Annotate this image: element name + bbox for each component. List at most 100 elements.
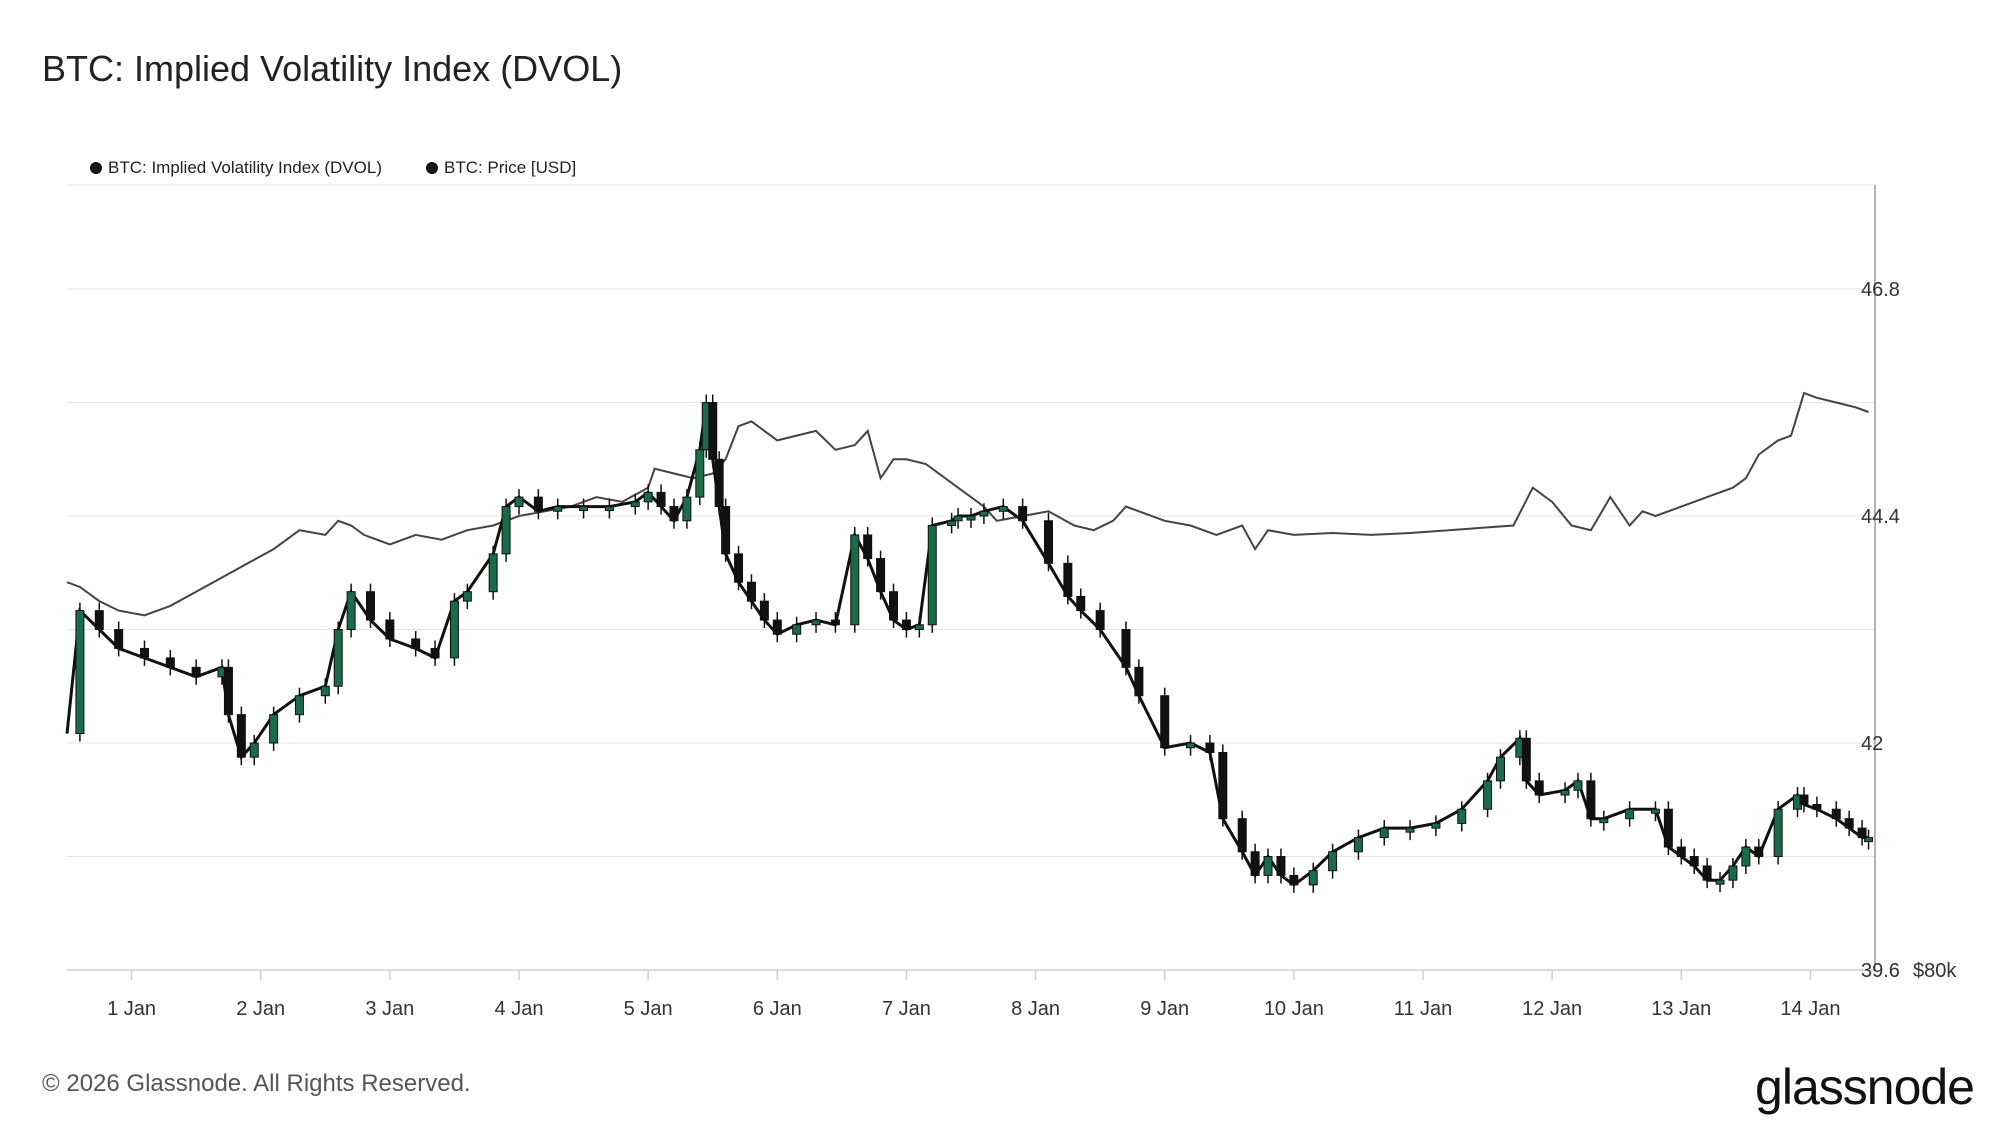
series-line-dvol — [66, 391, 1869, 617]
candle-body — [1625, 808, 1635, 820]
candle-body — [830, 619, 840, 626]
x-tick-label: 5 Jan — [624, 998, 673, 1020]
y-tick-label: 44.4 — [1861, 506, 1900, 528]
candle-body — [1728, 865, 1738, 881]
candle-body — [1379, 827, 1389, 839]
candle-body — [759, 600, 769, 621]
x-tick-label: 11 Jan — [1394, 998, 1453, 1020]
legend-dot-icon — [425, 162, 438, 174]
candle-body — [1063, 562, 1073, 597]
legend-item-price[interactable]: BTC: Price [USD] — [425, 158, 577, 178]
candle-body — [1844, 818, 1854, 829]
candle-body — [1560, 789, 1570, 796]
x-tick-label: 9 Jan — [1140, 998, 1189, 1020]
candle-body — [914, 624, 924, 631]
y-tick-label: 42 — [1861, 733, 1883, 755]
candle-body — [656, 491, 666, 508]
candle-body — [792, 624, 802, 635]
candle-body — [1095, 610, 1105, 631]
candle-body — [1134, 666, 1144, 697]
candle-body — [320, 685, 330, 697]
legend-label: BTC: Price [USD] — [443, 158, 577, 177]
candle-body — [1289, 874, 1299, 886]
candle-body — [1676, 846, 1686, 858]
candle-body — [1431, 822, 1441, 829]
candle-body — [734, 553, 744, 583]
candle-body — [1121, 629, 1131, 668]
candle-body — [889, 591, 899, 621]
candle-body — [630, 501, 640, 508]
x-tick-label: 14 Jan — [1780, 998, 1840, 1020]
candle-body — [682, 496, 692, 522]
candle-body — [462, 591, 472, 602]
brand-logo: glassnode — [1755, 1059, 1975, 1115]
candle-body — [1857, 827, 1867, 839]
y2-tick-label: $80k — [1913, 960, 1957, 982]
candle-body — [953, 515, 963, 522]
candle-body — [294, 695, 304, 716]
candle-body — [850, 534, 860, 626]
candle-body — [1573, 780, 1583, 791]
candle-body — [927, 524, 937, 626]
candle-body — [998, 506, 1008, 512]
candle-body — [1812, 803, 1822, 810]
candle-body — [430, 647, 440, 659]
candle-body — [876, 558, 886, 593]
candle-body — [1218, 751, 1228, 820]
candle-body — [1534, 780, 1544, 796]
x-tick-label: 8 Jan — [1011, 998, 1060, 1020]
candle-body — [269, 714, 279, 744]
y-tick-label: 39.6 — [1861, 960, 1900, 982]
candle-body — [449, 600, 459, 659]
candle-body — [501, 506, 511, 555]
candle-body — [1263, 856, 1273, 876]
candle-body — [1773, 808, 1783, 858]
y-tick-label: 46.8 — [1861, 279, 1900, 301]
candle-body — [1483, 780, 1493, 810]
candle-body — [553, 506, 563, 512]
candle-body — [746, 581, 756, 602]
candle-body — [604, 506, 614, 512]
candle-body — [346, 591, 356, 631]
candle-body — [1186, 742, 1196, 749]
candle-body — [1715, 879, 1725, 885]
candle-body — [1043, 520, 1053, 564]
candle-body — [1495, 756, 1505, 782]
candle-body — [1353, 837, 1363, 853]
candle-body — [1702, 865, 1712, 881]
x-tick-label: 13 Jan — [1651, 998, 1711, 1020]
candle-body — [1663, 808, 1673, 848]
candle-body — [966, 515, 976, 521]
candle-body — [901, 619, 911, 631]
candle-body — [714, 458, 724, 508]
x-tick-label: 4 Jan — [495, 998, 544, 1020]
x-tick-label: 3 Jan — [365, 998, 414, 1020]
copyright-text: © 2026 Glassnode. All Rights Reserved. — [42, 1070, 471, 1097]
candle-body — [1831, 808, 1841, 820]
candle-body — [1521, 737, 1531, 782]
candle-body — [1864, 837, 1874, 843]
legend-item-dvol[interactable]: BTC: Implied Volatility Index (DVOL) — [90, 158, 382, 178]
x-tick-label: 1 Jan — [107, 998, 156, 1020]
candle-body — [1076, 595, 1086, 612]
page-title: BTC: Implied Volatility Index (DVOL) — [42, 48, 623, 89]
candle-body — [643, 491, 653, 503]
candle-body — [514, 496, 524, 508]
x-tick-label: 6 Jan — [753, 998, 802, 1020]
candle-body — [333, 629, 343, 687]
candle-body — [708, 402, 718, 460]
candle-body — [772, 619, 782, 635]
candle-body — [863, 534, 873, 560]
candle-body — [1276, 856, 1286, 876]
candle-body — [1799, 794, 1809, 805]
candle-body — [365, 591, 375, 621]
candle-body — [947, 520, 957, 526]
candle-body — [165, 657, 175, 668]
candle-body — [249, 742, 259, 758]
candle-body — [669, 506, 679, 522]
candle-body — [1457, 808, 1467, 824]
candle-body — [75, 610, 85, 735]
candle-body — [223, 666, 233, 716]
candle-body — [579, 506, 589, 512]
